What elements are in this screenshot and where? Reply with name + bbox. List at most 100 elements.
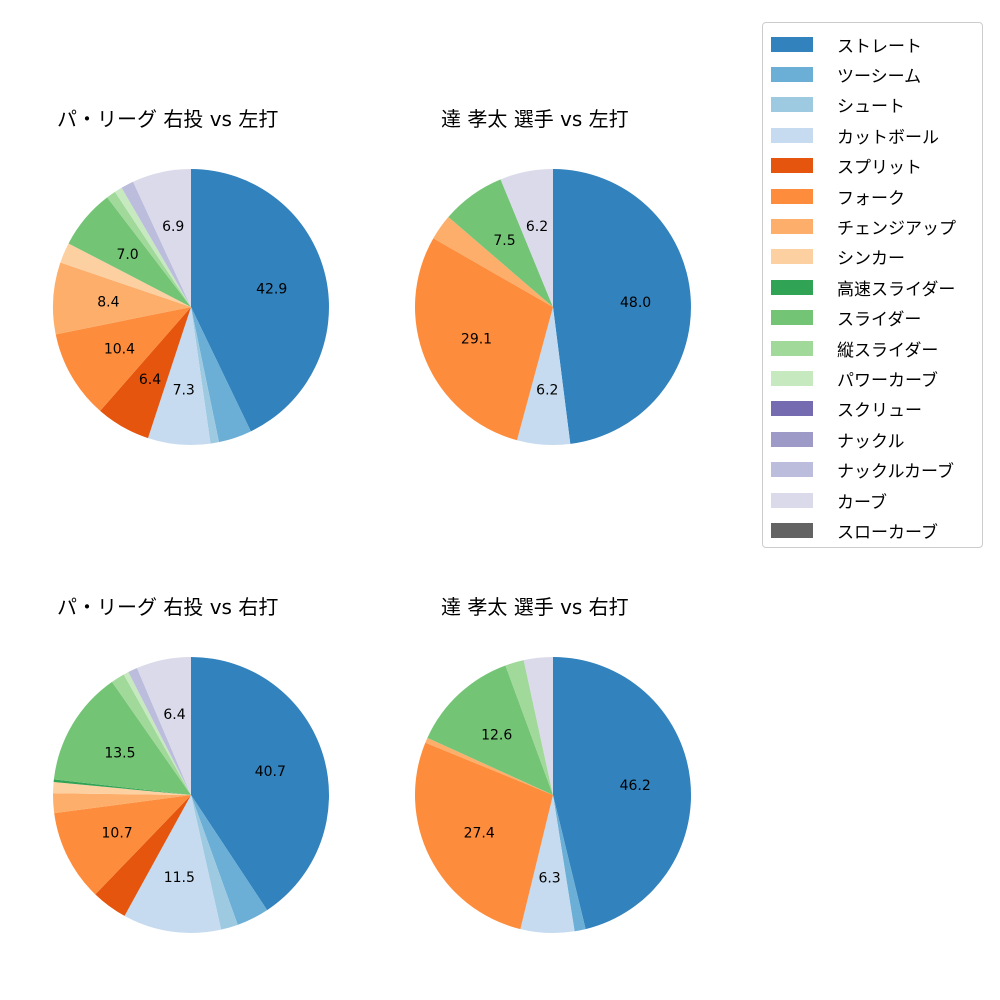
pie-slice <box>553 657 692 930</box>
slice-value-label: 6.2 <box>526 219 548 235</box>
pie-slice <box>523 657 553 795</box>
pie-slice <box>100 307 191 439</box>
pie-chart-3: 40.7 11.5 10.7 13.5 6.4 <box>52 657 329 934</box>
pie-slice <box>95 795 191 916</box>
slice-value-label: 42.9 <box>256 282 287 298</box>
pie-slice <box>60 243 191 307</box>
pie-slice <box>53 779 191 795</box>
legend-label: ツーシーム <box>837 66 922 87</box>
pie-slice <box>68 197 191 307</box>
legend-swatch <box>771 218 813 234</box>
legend-label: スプリット <box>837 158 922 179</box>
pie-slice <box>191 795 268 925</box>
slice-value-label: 29.1 <box>461 332 492 348</box>
slice-value-label: 11.5 <box>164 870 195 886</box>
legend-swatch <box>771 188 813 204</box>
legend-label: チェンジアップ <box>837 218 956 239</box>
pie-slice <box>517 307 571 445</box>
slice-value-label: 46.2 <box>620 778 651 794</box>
pie-slice <box>107 191 191 307</box>
legend-swatch <box>771 249 813 265</box>
pie-slice <box>433 217 553 307</box>
legend-label: パワーカーブ <box>837 370 938 391</box>
legend-swatch <box>771 462 813 478</box>
pie-slice <box>136 657 191 795</box>
pie-chart-1: 42.9 7.3 6.410.4 8.4 7.0 6.9 <box>53 168 329 446</box>
pie-slice <box>124 795 222 934</box>
pie-slice <box>114 187 191 307</box>
pie-slice <box>191 307 219 444</box>
legend-label: スクリュー <box>837 401 922 422</box>
legend-item: カーブ <box>771 488 887 513</box>
slice-value-label: 13.5 <box>104 746 135 762</box>
pie-slice <box>414 238 553 441</box>
legend-swatch <box>771 279 813 295</box>
pie-slice <box>53 782 192 795</box>
slice-value-label: 7.3 <box>173 383 195 399</box>
legend-item: ナックルカーブ <box>771 458 954 482</box>
legend: ストレートツーシームシュートカットボールスプリットフォークチェンジアップ シンカー… <box>762 22 983 548</box>
legend-swatch <box>771 66 813 82</box>
pie-slice <box>112 674 191 795</box>
legend-swatch <box>771 158 813 174</box>
pie-slice <box>448 179 553 307</box>
legend-label: 縦スライダー <box>837 340 939 361</box>
pie-slice <box>520 795 575 934</box>
chart-title-bottom-left: パ・リーグ 右投 vs 右打 <box>57 595 279 619</box>
slice-value-label: 10.7 <box>102 825 133 841</box>
pie-slice <box>414 742 553 930</box>
legend-item: スプリット <box>771 154 922 178</box>
slice-value-label: 48.0 <box>620 295 651 311</box>
pie-slice <box>147 307 211 446</box>
legend-swatch <box>771 310 813 326</box>
legend-swatch <box>771 340 813 356</box>
pie-slice <box>427 665 553 795</box>
legend-item: シュート <box>771 93 905 117</box>
slice-value-label: 12.6 <box>481 727 512 743</box>
pie-slice <box>191 795 238 930</box>
pie-slice <box>55 307 192 411</box>
legend-label: ストレート <box>837 36 922 57</box>
legend-label: シンカー <box>837 249 905 270</box>
legend-item: スライダー <box>771 306 921 330</box>
legend-item: 高速スライダー <box>771 275 956 300</box>
pie-chart-2: 48.0 6.2 29.1 7.5 6.2 <box>414 169 691 445</box>
slice-value-label: 10.4 <box>104 342 135 358</box>
legend-label: ナックル <box>837 431 905 452</box>
legend-item: シンカー <box>771 245 905 269</box>
slice-value-label: 27.4 <box>464 826 495 842</box>
pie-slice <box>123 672 191 795</box>
legend-item: ツーシーム <box>771 62 922 87</box>
legend-item: ストレート <box>771 32 922 57</box>
pie-slice <box>128 668 191 795</box>
pie-slice <box>133 168 191 307</box>
legend-item: パワーカーブ <box>771 366 938 391</box>
slice-value-label: 40.7 <box>255 764 286 780</box>
legend-label: 高速スライダー <box>837 279 956 300</box>
legend-item: フォーク <box>771 184 905 209</box>
legend-swatch <box>771 127 813 143</box>
legend-item: スクリュー <box>771 397 922 421</box>
legend-swatch <box>771 522 813 538</box>
legend-swatch <box>771 431 813 447</box>
slice-value-label: 6.2 <box>536 383 558 399</box>
pie-slice <box>53 262 191 335</box>
legend-label: シュート <box>837 97 905 118</box>
legend-label: ナックルカーブ <box>837 462 954 483</box>
pie-slice <box>52 793 191 814</box>
legend-label: カーブ <box>837 492 887 513</box>
legend-swatch <box>771 492 813 508</box>
slice-value-label: 6.4 <box>163 707 185 723</box>
chart-title-top-left: パ・リーグ 右投 vs 左打 <box>57 107 279 131</box>
pie-slice <box>191 657 329 911</box>
legend-swatch <box>771 370 813 386</box>
pie-chart-4: 46.2 6.3 27.4 12.6 <box>414 657 692 934</box>
legend-label: スライダー <box>837 310 922 331</box>
legend-item: ナックル <box>771 427 905 452</box>
slice-value-label: 7.5 <box>493 233 515 249</box>
pie-slice <box>500 169 553 307</box>
legend-item: カットボール <box>771 123 939 148</box>
legend-item: チェンジアップ <box>771 214 956 239</box>
chart-title-bottom-right: 達 孝太 選手 vs 右打 <box>441 595 629 619</box>
